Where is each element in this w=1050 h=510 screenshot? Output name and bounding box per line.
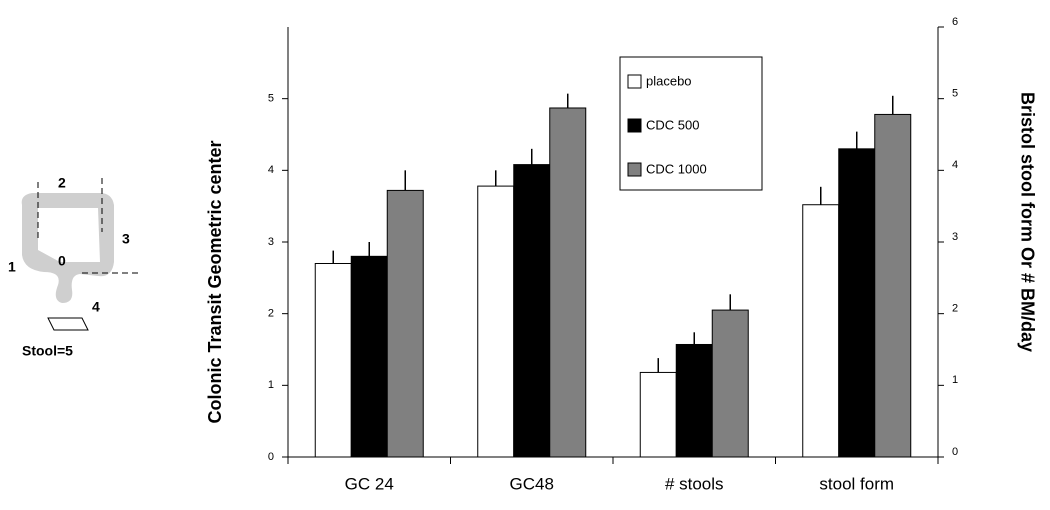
diagram-label: 0 [58,253,66,269]
y2-tick-label: 1 [952,374,958,386]
bar [874,113,912,458]
bar [711,309,749,458]
diagram-label: 1 [8,259,16,275]
bar [838,148,876,458]
legend-box [619,56,763,191]
bar [513,164,551,458]
x-tick-label: GC 24 [345,474,394,493]
bar [350,255,388,458]
legend-swatch [627,162,642,177]
bar [477,185,515,458]
x-tick-label: stool form [819,474,894,493]
y-tick-label: 0 [268,451,274,463]
y-tick-label: 3 [268,236,274,248]
y2-tick-label: 5 [952,88,958,100]
y2-axis-title: Bristol stool form Or # BM/day [1017,92,1037,352]
bar [549,107,587,458]
legend-swatch [627,118,642,133]
y2-tick-label: 6 [952,16,958,28]
x-tick-label: GC48 [510,474,554,493]
x-tick-label: # stools [665,474,724,493]
legend-label: placebo [646,73,692,88]
legend-swatch [627,74,642,89]
y-tick-label: 1 [268,379,274,391]
y2-tick-label: 0 [952,446,958,458]
colon-inner [38,208,100,262]
diagram-label: 4 [92,299,100,315]
bar [639,371,677,458]
bar [314,263,352,458]
y2-tick-label: 4 [952,159,958,171]
legend-label: CDC 1000 [646,161,707,176]
y-tick-label: 2 [268,308,274,320]
diagram-label: Stool=5 [22,343,73,359]
diagram-label: 3 [122,231,130,247]
colon-diagram: 1 2 3 0 4 Stool=5 [8,175,142,359]
y-axis-title: Colonic Transit Geometric center [205,140,225,423]
stool-shape [47,317,89,331]
diagram-label: 2 [58,175,66,191]
bar [675,343,713,458]
legend-label: CDC 500 [646,117,699,132]
y2-tick-label: 3 [952,231,958,243]
y-tick-label: 4 [268,164,274,176]
bar [386,189,424,458]
bar [802,204,840,458]
y2-tick-label: 2 [952,303,958,315]
y-tick-label: 5 [268,93,274,105]
